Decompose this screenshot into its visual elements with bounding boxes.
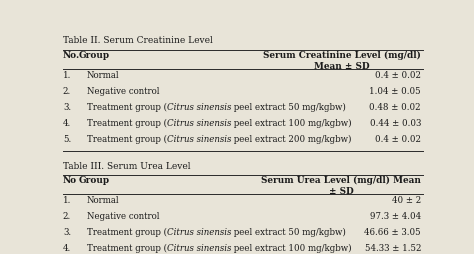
Text: Treatment group (: Treatment group (: [87, 244, 167, 253]
Text: 2.: 2.: [63, 212, 71, 221]
Text: 3.: 3.: [63, 103, 71, 112]
Text: peel extract 50 mg/kgbw): peel extract 50 mg/kgbw): [231, 103, 346, 112]
Text: peel extract 200 mg/kgbw): peel extract 200 mg/kgbw): [231, 135, 352, 144]
Text: Citrus sinensis: Citrus sinensis: [167, 228, 231, 237]
Text: 1.04 ± 0.05: 1.04 ± 0.05: [369, 87, 421, 96]
Text: 5.: 5.: [63, 135, 71, 144]
Text: 4.: 4.: [63, 244, 71, 253]
Text: Treatment group (: Treatment group (: [87, 228, 167, 237]
Text: 0.4 ± 0.02: 0.4 ± 0.02: [375, 135, 421, 144]
Text: 2.: 2.: [63, 87, 71, 96]
Text: Citrus sinensis: Citrus sinensis: [167, 244, 231, 253]
Text: Table II. Serum Creatinine Level: Table II. Serum Creatinine Level: [63, 36, 213, 45]
Text: peel extract 50 mg/kgbw): peel extract 50 mg/kgbw): [231, 228, 346, 237]
Text: 0.48 ± 0.02: 0.48 ± 0.02: [369, 103, 421, 112]
Text: Group: Group: [79, 51, 109, 60]
Text: 54.33 ± 1.52: 54.33 ± 1.52: [365, 244, 421, 253]
Text: Normal: Normal: [87, 196, 119, 205]
Text: 1.: 1.: [63, 196, 71, 205]
Text: Negative control: Negative control: [87, 212, 159, 221]
Text: 0.4 ± 0.02: 0.4 ± 0.02: [375, 71, 421, 80]
Text: No.: No.: [63, 51, 80, 60]
Text: Treatment group (: Treatment group (: [87, 103, 167, 112]
Text: Group: Group: [79, 176, 109, 185]
Text: Serum Creatinine Level (mg/dl)
Mean ± SD: Serum Creatinine Level (mg/dl) Mean ± SD: [263, 51, 421, 71]
Text: 4.: 4.: [63, 119, 71, 128]
Text: peel extract 100 mg/kgbw): peel extract 100 mg/kgbw): [231, 119, 352, 128]
Text: 40 ± 2: 40 ± 2: [392, 196, 421, 205]
Text: peel extract 100 mg/kgbw): peel extract 100 mg/kgbw): [231, 244, 352, 253]
Text: Citrus sinensis: Citrus sinensis: [167, 103, 231, 112]
Text: 0.44 ± 0.03: 0.44 ± 0.03: [370, 119, 421, 128]
Text: Citrus sinensis: Citrus sinensis: [167, 135, 231, 144]
Text: Treatment group (: Treatment group (: [87, 135, 167, 144]
Text: No: No: [63, 176, 77, 185]
Text: Normal: Normal: [87, 71, 119, 80]
Text: 1.: 1.: [63, 71, 71, 80]
Text: 46.66 ± 3.05: 46.66 ± 3.05: [365, 228, 421, 237]
Text: Treatment group (: Treatment group (: [87, 119, 167, 128]
Text: Table III. Serum Urea Level: Table III. Serum Urea Level: [63, 162, 191, 170]
Text: Citrus sinensis: Citrus sinensis: [167, 119, 231, 128]
Text: 97.3 ± 4.04: 97.3 ± 4.04: [370, 212, 421, 221]
Text: Serum Urea Level (mg/dl) Mean
± SD: Serum Urea Level (mg/dl) Mean ± SD: [261, 176, 421, 196]
Text: 3.: 3.: [63, 228, 71, 237]
Text: Negative control: Negative control: [87, 87, 159, 96]
